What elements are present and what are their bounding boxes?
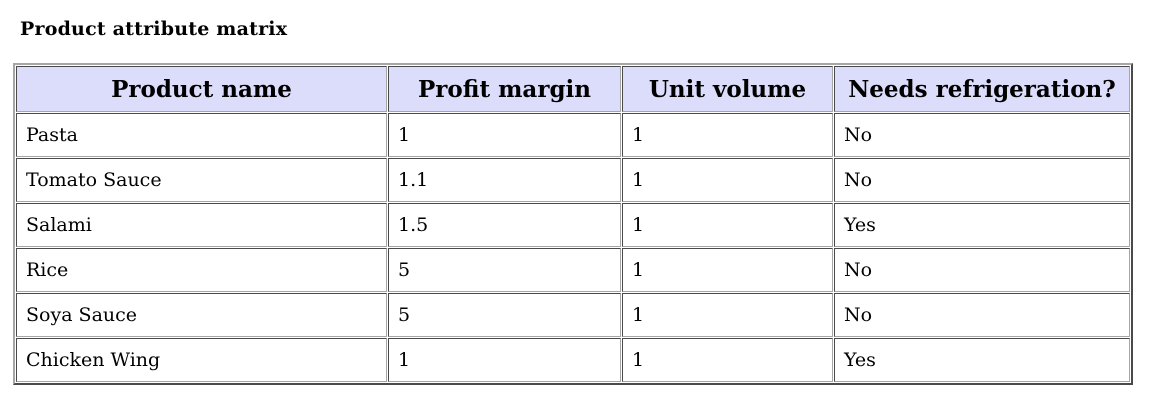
cell-product-name: Rice — [16, 248, 387, 292]
table-row: Pasta 1 1 No — [16, 113, 1130, 157]
column-header-product-name: Product name — [16, 66, 387, 112]
cell-profit-margin: 5 — [388, 293, 621, 337]
cell-needs-refrigeration: Yes — [834, 338, 1130, 382]
cell-unit-volume: 1 — [622, 113, 833, 157]
cell-profit-margin: 1.1 — [388, 158, 621, 202]
product-attribute-table: Product name Profit margin Unit volume N… — [13, 63, 1133, 385]
table-caption: Product attribute matrix — [20, 18, 288, 40]
cell-needs-refrigeration: No — [834, 158, 1130, 202]
cell-unit-volume: 1 — [622, 248, 833, 292]
cell-profit-margin: 1 — [388, 338, 621, 382]
cell-product-name: Salami — [16, 203, 387, 247]
cell-unit-volume: 1 — [622, 158, 833, 202]
table-row: Tomato Sauce 1.1 1 No — [16, 158, 1130, 202]
column-header-unit-volume: Unit volume — [622, 66, 833, 112]
cell-product-name: Chicken Wing — [16, 338, 387, 382]
cell-needs-refrigeration: No — [834, 113, 1130, 157]
cell-profit-margin: 1 — [388, 113, 621, 157]
cell-product-name: Pasta — [16, 113, 387, 157]
table-row: Rice 5 1 No — [16, 248, 1130, 292]
cell-product-name: Soya Sauce — [16, 293, 387, 337]
column-header-needs-refrigeration: Needs refrigeration? — [834, 66, 1130, 112]
header-row: Product name Profit margin Unit volume N… — [16, 66, 1130, 112]
cell-needs-refrigeration: Yes — [834, 203, 1130, 247]
table-row: Chicken Wing 1 1 Yes — [16, 338, 1130, 382]
cell-needs-refrigeration: No — [834, 248, 1130, 292]
table-row: Soya Sauce 5 1 No — [16, 293, 1130, 337]
column-header-profit-margin: Profit margin — [388, 66, 621, 112]
cell-profit-margin: 1.5 — [388, 203, 621, 247]
table-row: Salami 1.5 1 Yes — [16, 203, 1130, 247]
cell-needs-refrigeration: No — [834, 293, 1130, 337]
cell-profit-margin: 5 — [388, 248, 621, 292]
cell-product-name: Tomato Sauce — [16, 158, 387, 202]
cell-unit-volume: 1 — [622, 293, 833, 337]
cell-unit-volume: 1 — [622, 338, 833, 382]
cell-unit-volume: 1 — [622, 203, 833, 247]
